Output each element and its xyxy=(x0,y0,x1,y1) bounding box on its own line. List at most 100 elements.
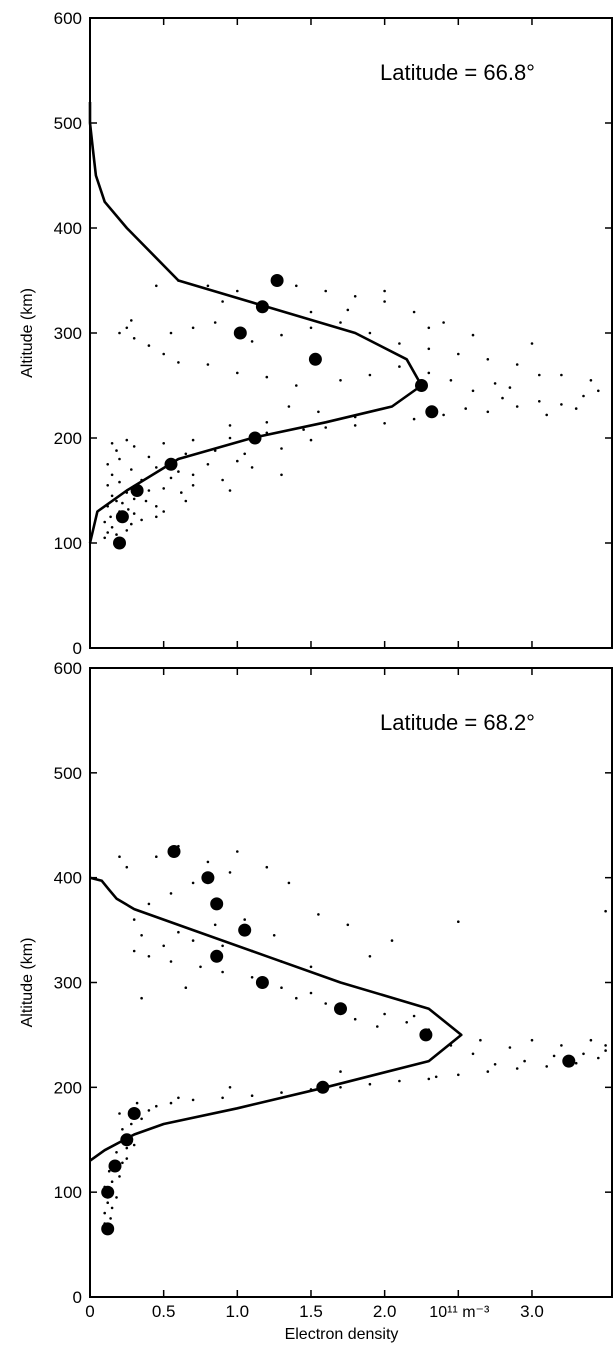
scatter-dot xyxy=(109,515,112,519)
scatter-dot xyxy=(177,930,180,934)
scatter-dot xyxy=(125,491,129,494)
scatter-dot xyxy=(376,1025,379,1028)
scatter-dot xyxy=(339,1086,342,1089)
data-marker xyxy=(425,405,439,419)
scatter-dot xyxy=(221,478,224,482)
scatter-dot xyxy=(309,310,313,314)
data-marker xyxy=(101,1185,115,1199)
scatter-dot xyxy=(191,939,195,942)
scatter-dot xyxy=(442,321,445,324)
y-tick-label: 200 xyxy=(54,1078,82,1097)
scatter-dot xyxy=(412,310,416,314)
scatter-dot xyxy=(144,499,148,503)
data-markers-bottom xyxy=(101,845,576,1236)
data-marker xyxy=(238,923,252,937)
y-tick-labels-bottom: 0 100 200 300 400 500 600 xyxy=(54,659,82,1307)
data-marker xyxy=(127,1107,141,1120)
scatter-dot xyxy=(115,1151,118,1154)
x-tick-label: 0.5 xyxy=(152,1302,176,1321)
scatter-dot xyxy=(353,1017,357,1021)
scatter-dot xyxy=(103,520,106,524)
scatter-dot xyxy=(155,466,158,469)
scatter-dot xyxy=(147,344,151,347)
scatter-dot xyxy=(265,375,269,379)
scatter-dot xyxy=(523,1059,526,1063)
scatter-dot xyxy=(479,1038,482,1042)
scatter-dot xyxy=(434,1075,438,1079)
scatter-dot xyxy=(236,850,239,853)
scatter-dot xyxy=(265,431,269,435)
scatter-dot xyxy=(486,410,490,414)
scatter-dot xyxy=(125,1146,129,1150)
scatter-dot xyxy=(206,363,210,366)
scatter-dot xyxy=(155,855,158,858)
scatter-dot xyxy=(589,1038,593,1042)
scatter-dot xyxy=(295,284,298,288)
scatter-dots-top xyxy=(103,279,600,540)
scatter-dot xyxy=(412,417,416,421)
scatter-dot xyxy=(604,909,607,913)
scatter-dot xyxy=(471,389,475,393)
scatter-dot xyxy=(368,373,372,377)
scatter-dot xyxy=(115,499,118,503)
data-marker xyxy=(562,1054,576,1068)
x-tick-label: 3.0 xyxy=(520,1302,544,1321)
data-marker xyxy=(115,510,129,524)
scatter-dot xyxy=(206,284,210,288)
data-marker xyxy=(120,1133,134,1147)
scatter-dot xyxy=(236,371,239,375)
scatter-dot xyxy=(324,1002,328,1005)
plot-frame-bottom xyxy=(89,667,613,1298)
data-marker xyxy=(308,352,322,366)
scatter-dot xyxy=(280,960,283,963)
data-marker xyxy=(210,949,224,963)
scatter-dot xyxy=(582,394,585,398)
scatter-dot xyxy=(250,340,254,343)
scatter-dot xyxy=(309,965,313,969)
scatter-dot xyxy=(236,459,239,463)
scatter-dot xyxy=(169,1101,173,1105)
scatter-dot xyxy=(339,321,342,324)
scatter-dot xyxy=(250,466,254,469)
profile-line-bottom xyxy=(89,876,463,1162)
scatter-dot xyxy=(339,1070,342,1073)
y-tick-label: 400 xyxy=(54,869,82,888)
scatter-dot xyxy=(515,405,519,408)
scatter-dot xyxy=(106,531,109,534)
scatter-dot xyxy=(125,865,129,869)
scatter-dot xyxy=(515,1067,519,1070)
scatter-dot xyxy=(368,331,372,335)
scatter-dot xyxy=(501,396,504,400)
scatter-dot xyxy=(250,976,254,979)
scatter-dot xyxy=(191,881,195,885)
scatter-dot xyxy=(140,518,143,522)
scatter-dot xyxy=(295,996,298,1000)
scatter-dot xyxy=(191,484,195,487)
scatter-dot xyxy=(140,478,143,482)
x-tick-label: 1.0 xyxy=(226,1302,250,1321)
scatter-dot xyxy=(597,1056,600,1060)
scatter-dot xyxy=(118,457,121,461)
scatter-dot xyxy=(155,1104,158,1108)
scatter-dot xyxy=(493,382,497,385)
scatter-dot xyxy=(121,1161,124,1165)
scatter-dot xyxy=(177,361,180,364)
scatter-dot xyxy=(280,473,283,477)
scatter-dot xyxy=(118,1175,121,1178)
scatter-dot xyxy=(115,1196,118,1199)
scatter-dot xyxy=(383,1012,386,1016)
scatter-dot xyxy=(449,1044,453,1047)
scatter-dot xyxy=(368,955,372,958)
data-marker xyxy=(270,274,284,287)
scatter-dot xyxy=(280,1091,283,1094)
scatter-dot xyxy=(132,918,136,921)
scatter-dot xyxy=(155,515,158,519)
scatter-dot xyxy=(574,1061,578,1065)
scatter-dot xyxy=(427,326,431,330)
scatter-dot xyxy=(107,1169,111,1173)
scatter-dot xyxy=(147,955,151,958)
scatter-dot xyxy=(115,449,118,452)
x-tick-label: 1.5 xyxy=(299,1302,323,1321)
scatter-dot xyxy=(125,529,129,532)
scatter-dot xyxy=(265,421,269,424)
